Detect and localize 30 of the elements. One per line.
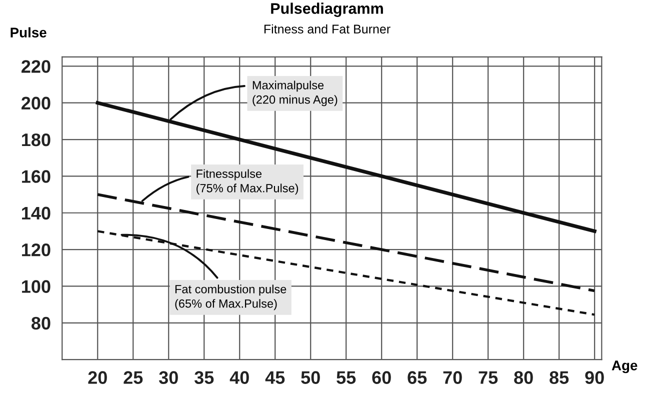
chart-title: Pulsediagramm [271,2,383,17]
x-tick-label: 55 [336,371,356,384]
x-axis-title: Age [612,360,638,374]
y-tick-label: 200 [22,96,50,110]
x-tick-label: 75 [478,371,498,384]
y-axis-title: Pulse [10,27,46,38]
x-tick-label: 40 [230,371,249,384]
x-tick-label: 60 [372,371,391,384]
y-tick-label: 120 [22,243,50,256]
x-tick-label: 45 [265,371,285,384]
x-tick-label: 50 [301,371,320,384]
x-tick-label: 90 [585,371,604,384]
annotation: Fitnesspulse (75% of Max.Pulse) [196,169,298,195]
annotation: Fat combustion pulse (65% of Max.Pulse) [175,284,286,310]
y-tick-label: 80 [32,316,50,330]
y-tick-label: 140 [22,206,50,220]
x-tick-label: 70 [443,371,462,384]
annotation: Maximalpulse (220 minus Age) [252,80,338,106]
x-tick-label: 25 [124,371,143,384]
x-tick-label: 20 [88,371,107,384]
x-tick-label: 35 [194,371,214,384]
y-tick-label: 180 [22,133,50,146]
chart-subtitle: Fitness and Fat Burner [264,24,390,34]
y-tick-label: 160 [22,170,50,183]
y-tick-label: 100 [22,280,50,293]
x-tick-label: 80 [514,371,533,384]
x-tick-label: 65 [408,371,427,384]
x-tick-label: 30 [158,371,178,384]
x-tick-label: 85 [550,371,569,384]
y-tick-label: 220 [22,60,50,73]
